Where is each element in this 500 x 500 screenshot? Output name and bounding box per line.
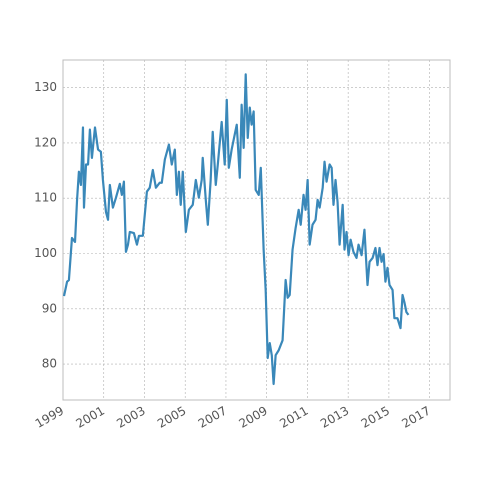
x-tick-label: 2015: [359, 404, 392, 431]
y-tick-label: 110: [34, 191, 57, 205]
x-tick-label: 2013: [318, 404, 351, 431]
x-tick-label: 2001: [74, 404, 107, 431]
x-tick-label: 2011: [277, 404, 310, 431]
plot-frame: [62, 59, 451, 401]
y-tick-label: 90: [42, 301, 57, 315]
y-tick-label: 100: [34, 246, 57, 260]
y-tick-label: 130: [34, 80, 57, 94]
x-tick-label: 2017: [399, 404, 432, 431]
x-tick-label: 2005: [155, 404, 188, 431]
y-tick-label: 80: [42, 357, 57, 371]
x-tick-label: 2007: [196, 404, 229, 431]
line: [62, 73, 410, 386]
x-tick-label: 1999: [33, 404, 66, 431]
x-tick-label: 2009: [236, 404, 269, 431]
x-tick-label: 2003: [114, 404, 147, 431]
y-tick-label: 120: [34, 135, 57, 149]
